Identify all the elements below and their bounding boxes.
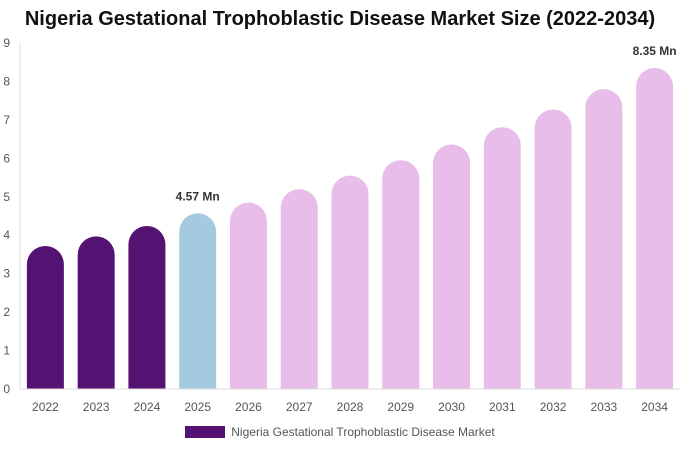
bars xyxy=(26,67,674,390)
y-axis: 0 1 2 3 4 5 6 7 8 9 xyxy=(3,36,21,396)
bar-2024 xyxy=(128,225,166,389)
y-tick-label: 5 xyxy=(3,190,10,204)
bar-2025 xyxy=(179,213,217,389)
y-tick-label: 7 xyxy=(3,113,10,127)
bar-2029 xyxy=(382,160,420,389)
y-tick-label: 3 xyxy=(3,267,10,281)
data-label-2025: 4.57 Mn xyxy=(176,189,220,203)
x-tick-label: 2028 xyxy=(337,400,364,414)
y-tick-label: 4 xyxy=(3,228,10,242)
bar-2033 xyxy=(585,89,623,389)
bar-2028 xyxy=(331,175,369,389)
x-tick-label: 2032 xyxy=(540,400,567,414)
y-tick-label: 1 xyxy=(3,344,10,358)
y-tick-label: 9 xyxy=(3,36,10,50)
y-tick-label: 2 xyxy=(3,305,10,319)
x-tick-label: 2033 xyxy=(590,400,617,414)
bar-2022 xyxy=(26,245,64,389)
legend-label: Nigeria Gestational Trophoblastic Diseas… xyxy=(231,425,495,439)
x-tick-label: 2029 xyxy=(387,400,414,414)
y-tick-label: 0 xyxy=(3,382,10,396)
legend-swatch xyxy=(185,426,226,438)
data-label-2034: 8.35 Mn xyxy=(633,44,677,58)
x-tick-label: 2030 xyxy=(438,400,465,414)
bar-2032 xyxy=(534,109,572,389)
bar-2034 xyxy=(636,67,674,390)
bar-2027 xyxy=(280,189,318,389)
bar-2030 xyxy=(433,144,471,389)
x-tick-label: 2026 xyxy=(235,400,262,414)
x-tick-label: 2023 xyxy=(83,400,110,414)
bar-2031 xyxy=(483,127,521,389)
data-labels: 4.57 Mn 8.35 Mn xyxy=(176,44,677,203)
x-axis: 2022 2023 2024 2025 2026 2027 2028 2029 2030 2031… xyxy=(20,388,680,414)
x-tick-label: 2024 xyxy=(134,400,161,414)
legend: Nigeria Gestational Trophoblastic Diseas… xyxy=(0,425,680,439)
x-tick-label: 2027 xyxy=(286,400,313,414)
x-tick-label: 2025 xyxy=(184,400,211,414)
x-tick-label: 2034 xyxy=(641,400,668,414)
x-tick-label: 2022 xyxy=(32,400,59,414)
bar-2023 xyxy=(77,236,115,389)
bar-2026 xyxy=(229,202,267,389)
chart-title: Nigeria Gestational Trophoblastic Diseas… xyxy=(24,8,656,30)
x-tick-label: 2031 xyxy=(489,400,516,414)
y-tick-label: 8 xyxy=(3,74,10,88)
y-tick-label: 6 xyxy=(3,151,10,165)
